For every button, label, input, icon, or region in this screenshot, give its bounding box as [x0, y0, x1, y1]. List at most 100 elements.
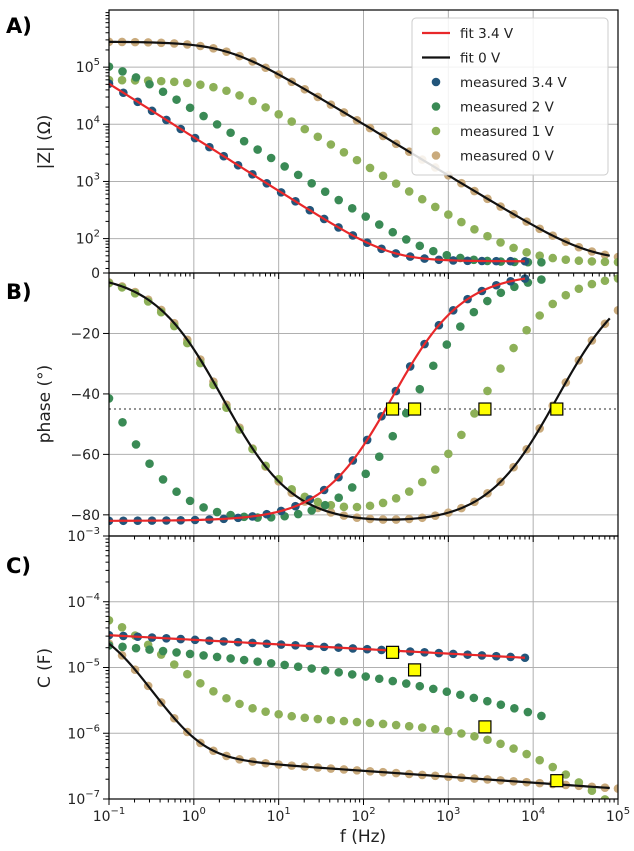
data-point [320, 187, 330, 196]
data-point [199, 111, 208, 121]
data-point [293, 509, 303, 519]
crossover-marker [407, 663, 422, 677]
data-point [222, 693, 231, 703]
data-point [600, 795, 610, 799]
data-point [442, 250, 452, 260]
data-point [483, 735, 492, 745]
data-point [185, 649, 195, 659]
legend-label: measured 1 V [460, 124, 555, 140]
data-point [574, 256, 584, 266]
data-point [352, 155, 362, 165]
data-point [483, 296, 492, 306]
data-point [352, 717, 362, 727]
data-point [361, 212, 371, 221]
data-point [613, 306, 618, 315]
data-point [401, 679, 411, 688]
data-point [417, 723, 427, 732]
data-point [522, 325, 531, 335]
legend-swatch-marker [431, 151, 441, 160]
data-point [522, 749, 531, 759]
data-point [417, 194, 427, 204]
data-point [172, 487, 181, 497]
data-point [145, 459, 154, 469]
data-point [158, 475, 168, 484]
data-point [374, 674, 384, 684]
x-tick-label: 10−1 [93, 806, 126, 825]
data-point [118, 642, 127, 652]
data-point [185, 103, 195, 113]
data-point [444, 449, 453, 459]
data-point [561, 255, 571, 265]
data-point [169, 660, 179, 669]
data-point [307, 664, 316, 673]
y-tick-label: 10−5 [67, 658, 100, 677]
data-point [388, 431, 398, 441]
data-point [378, 498, 388, 508]
data-point [574, 284, 584, 294]
data-point [212, 652, 222, 662]
ylabel-phase: phase (°) [35, 365, 55, 443]
x-tick-label: 103 [436, 806, 460, 825]
data-point [334, 668, 344, 677]
data-point [196, 358, 205, 368]
x-tick-label: 102 [351, 806, 375, 825]
panel-label-a: A) [6, 14, 32, 38]
legend-label: measured 2 V [460, 100, 555, 116]
data-point [320, 666, 330, 675]
fit-line [109, 40, 610, 257]
data-point [239, 136, 249, 146]
data-point [287, 117, 297, 126]
data-point [280, 162, 289, 171]
data-point [587, 786, 597, 796]
data-point [388, 227, 398, 237]
ylabel-capacitance: C (F) [35, 648, 55, 688]
data-point [131, 440, 141, 449]
data-point [361, 469, 371, 479]
data-point [172, 648, 181, 657]
y-tick-label: 10−6 [67, 723, 100, 742]
data-point [483, 231, 492, 241]
data-point [196, 80, 205, 89]
legend-label: fit 3.4 V [460, 26, 514, 42]
data-point [226, 654, 235, 663]
data-point [548, 299, 558, 309]
data-point [274, 709, 283, 719]
data-point [347, 204, 357, 213]
data-point [442, 687, 452, 697]
legend-label: fit 0 V [460, 51, 501, 67]
data-point [415, 241, 425, 251]
plot-area-b [109, 274, 618, 526]
y-tick-label: 103 [76, 171, 100, 190]
data-point [118, 417, 127, 427]
y-tick-label: 10−3 [67, 526, 100, 545]
data-point [145, 645, 154, 654]
data-point [222, 86, 231, 96]
data-point [313, 132, 323, 142]
data-point [548, 253, 558, 263]
crossover-marker [550, 774, 564, 788]
legend-swatch-marker [431, 126, 441, 136]
data-point [574, 778, 584, 787]
fit-line [109, 82, 525, 263]
data-point [261, 103, 270, 112]
data-point [496, 700, 506, 709]
data-point [388, 676, 398, 686]
data-point [226, 128, 235, 138]
data-point [509, 243, 518, 253]
data-point [199, 503, 208, 512]
data-point [510, 703, 519, 713]
data-point [300, 124, 310, 134]
data-point [117, 75, 127, 85]
data-point [313, 497, 323, 507]
data-point [334, 493, 344, 502]
data-point [378, 719, 388, 729]
data-point [415, 384, 425, 394]
data-point [172, 95, 181, 104]
data-point [156, 307, 166, 317]
data-point [587, 279, 597, 289]
data-point [287, 711, 297, 721]
data-point [365, 718, 375, 728]
data-point [374, 220, 384, 229]
data-point [169, 77, 179, 87]
